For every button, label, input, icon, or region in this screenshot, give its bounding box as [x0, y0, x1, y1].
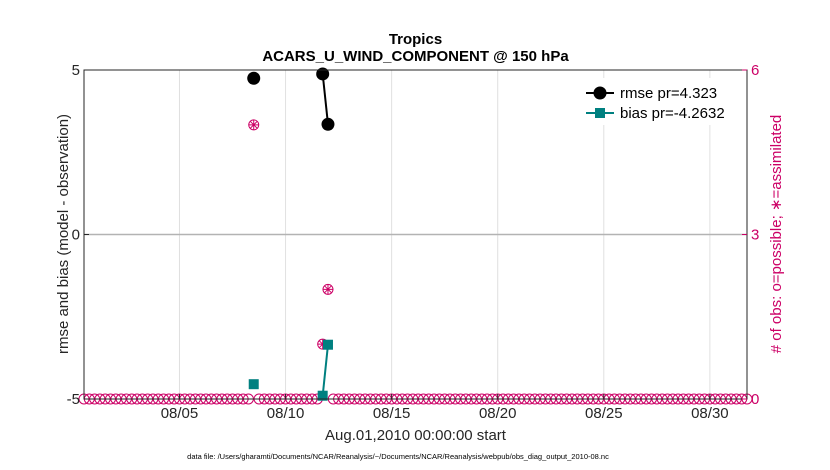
bias-point-1 — [317, 390, 328, 401]
x-tick-label-5: 08/30 — [691, 405, 729, 422]
legend-rmse-marker — [593, 86, 607, 100]
legend: rmse pr=4.323 bias pr=-4.2632 — [578, 78, 739, 125]
y-right-tick-label-0: 0 — [751, 391, 759, 408]
tick-labels: 08/05 08/10 08/15 08/20 08/25 08/30 -5 0 5 0 3 6 — [67, 62, 760, 422]
bias-point-0 — [248, 379, 259, 390]
obs-assimilated-star-1 — [317, 339, 328, 350]
x-tick-label-0: 08/05 — [161, 405, 199, 422]
y-tick-label-2: 5 — [72, 62, 80, 79]
legend-rmse-label: rmse pr=4.323 — [620, 85, 717, 102]
rmse-line-0 — [321, 73, 329, 125]
y-right-tick-label-2: 6 — [751, 62, 759, 79]
x-tick-label-4: 08/25 — [585, 405, 623, 422]
y-axis-label: rmse and bias (model - observation) — [55, 114, 72, 354]
obs-assimilated-marker-2 — [322, 284, 333, 295]
data-file-footnote: data file: /Users/gharamti/Documents/NCA… — [187, 452, 609, 461]
obs-assimilated-star-0 — [248, 119, 259, 130]
y-axis-right-label: # of obs: o=possible; ∗=assimilated — [768, 115, 785, 354]
x-tick-label-2: 08/15 — [373, 405, 411, 422]
rmse-point-2 — [321, 117, 335, 131]
series-group — [247, 67, 335, 401]
tick-marks — [84, 69, 747, 400]
obs-assimilated-star-2 — [322, 284, 333, 295]
y-tick-label-0: -5 — [67, 391, 80, 408]
x-tick-label-1: 08/10 — [267, 405, 305, 422]
bias-point-2 — [322, 339, 333, 350]
chart-subtitle: ACARS_U_WIND_COMPONENT @ 150 hPa — [262, 48, 569, 65]
obs-assimilated-marker-1 — [317, 339, 328, 350]
y-right-tick-label-1: 3 — [751, 227, 759, 244]
chart-title: Tropics — [389, 31, 442, 48]
rmse-point-0 — [247, 71, 261, 85]
x-axis-label: Aug.01,2010 00:00:00 start — [325, 427, 507, 444]
rmse-point-1 — [316, 67, 330, 81]
obs-assimilated-marker-0 — [248, 119, 259, 130]
x-tick-label-3: 08/20 — [479, 405, 517, 422]
legend-bias-label: bias pr=-4.2632 — [620, 105, 725, 122]
legend-bias-marker — [595, 108, 605, 118]
bias-line-0 — [321, 344, 329, 396]
y-tick-label-1: 0 — [72, 227, 80, 244]
